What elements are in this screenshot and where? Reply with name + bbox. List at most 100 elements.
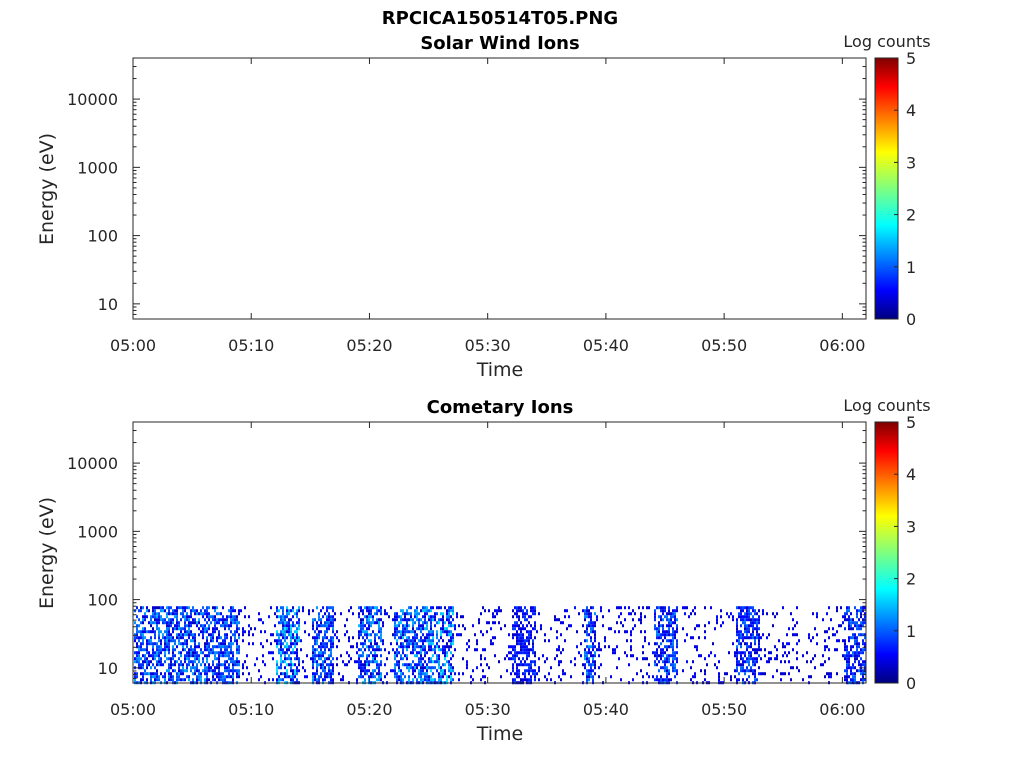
spectrogram-cell [188, 627, 190, 631]
spectrogram-cell [204, 666, 206, 670]
spectrogram-cell [198, 618, 200, 622]
spectrogram-cell [660, 609, 662, 613]
spectrogram-cell [446, 615, 448, 619]
spectrogram-cell [394, 651, 396, 655]
spectrogram-cell [178, 624, 180, 628]
spectrogram-cell [318, 630, 320, 634]
spectrogram-cell [432, 630, 434, 634]
spectrogram-cell [232, 678, 234, 682]
spectrogram-cell [328, 612, 330, 616]
spectrogram-cell [376, 645, 378, 649]
spectrogram-cell [174, 669, 176, 673]
spectrogram-cell [358, 606, 360, 610]
spectrogram-cell [788, 642, 790, 646]
spectrogram-cell [374, 639, 376, 643]
spectrogram-cell [750, 657, 752, 661]
spectrogram-cell [444, 606, 446, 610]
spectrogram-cell [168, 651, 170, 655]
spectrogram-cell [360, 642, 362, 646]
spectrogram-cell [772, 675, 774, 679]
spectrogram-cell [648, 663, 650, 667]
spectrogram-cell [352, 612, 354, 616]
spectrogram-cell [526, 651, 528, 655]
spectrogram-cell [654, 663, 656, 667]
spectrogram-cell [700, 654, 702, 658]
spectrogram-cell [766, 612, 768, 616]
spectrogram-cell [586, 630, 588, 634]
spectrogram-cell [208, 654, 210, 658]
spectrogram-cell [228, 645, 230, 649]
spectrogram-cell [150, 654, 152, 658]
spectrogram-cell [856, 615, 858, 619]
spectrogram-cell [298, 657, 300, 661]
spectrogram-cell [564, 609, 566, 613]
spectrogram-cell [826, 672, 828, 676]
spectrogram-cell [426, 612, 428, 616]
spectrogram-cell [598, 642, 600, 646]
spectrogram-cell [320, 666, 322, 670]
spectrogram-cell [864, 612, 866, 616]
spectrogram-cell [440, 675, 442, 679]
spectrogram-cell [514, 648, 516, 652]
spectrogram-cell [754, 669, 756, 673]
spectrogram-cell [418, 624, 420, 628]
spectrogram-cell [164, 648, 166, 652]
spectrogram-cell [816, 612, 818, 616]
spectrogram-cell [198, 672, 200, 676]
spectrogram-cell [658, 624, 660, 628]
spectrogram-cell [416, 618, 418, 622]
spectrogram-cell [326, 630, 328, 634]
spectrogram-cell [518, 642, 520, 646]
spectrogram-cell [584, 651, 586, 655]
spectrogram-cell [532, 645, 534, 649]
spectrogram-cell [304, 669, 306, 673]
spectrogram-cell [402, 648, 404, 652]
spectrogram-cell [692, 675, 694, 679]
spectrogram-cell [674, 615, 676, 619]
spectrogram-cell [498, 621, 500, 625]
spectrogram-cell [322, 615, 324, 619]
spectrogram-cell [420, 618, 422, 622]
spectrogram-cell [362, 627, 364, 631]
spectrogram-cell [194, 669, 196, 673]
spectrogram-cell [816, 615, 818, 619]
spectrogram-cell [350, 657, 352, 661]
spectrogram-cell [670, 612, 672, 616]
spectrogram-cell [842, 639, 844, 643]
spectrogram-cell [184, 654, 186, 658]
spectrogram-cell [140, 633, 142, 637]
spectrogram-cell [212, 639, 214, 643]
spectrogram-cell [736, 606, 738, 610]
spectrogram-cell [748, 609, 750, 613]
spectrogram-cell [238, 633, 240, 637]
spectrogram-cell [242, 666, 244, 670]
spectrogram-cell [370, 621, 372, 625]
spectrogram-cell [740, 615, 742, 619]
spectrogram-cell [856, 627, 858, 631]
spectrogram-cell [312, 654, 314, 658]
spectrogram-cell [414, 639, 416, 643]
spectrogram-cell [810, 639, 812, 643]
spectrogram-cell [212, 618, 214, 622]
spectrogram-cell [586, 672, 588, 676]
spectrogram-cell [296, 648, 298, 652]
spectrogram-cell [172, 675, 174, 679]
spectrogram-cell [332, 609, 334, 613]
spectrogram-cell [338, 639, 340, 643]
spectrogram-cell [268, 615, 270, 619]
spectrogram-cell [324, 669, 326, 673]
spectrogram-cell [420, 669, 422, 673]
spectrogram-cell [318, 618, 320, 622]
spectrogram-cell [404, 645, 406, 649]
spectrogram-cell [170, 606, 172, 610]
spectrogram-cell [258, 678, 260, 682]
spectrogram-cell [218, 660, 220, 664]
spectrogram-cell [862, 672, 864, 676]
spectrogram-cell [208, 648, 210, 652]
spectrogram-cell [456, 633, 458, 637]
spectrogram-cell [754, 657, 756, 661]
spectrogram-cell [440, 627, 442, 631]
spectrogram-cell [566, 609, 568, 613]
spectrogram-cell [434, 678, 436, 682]
